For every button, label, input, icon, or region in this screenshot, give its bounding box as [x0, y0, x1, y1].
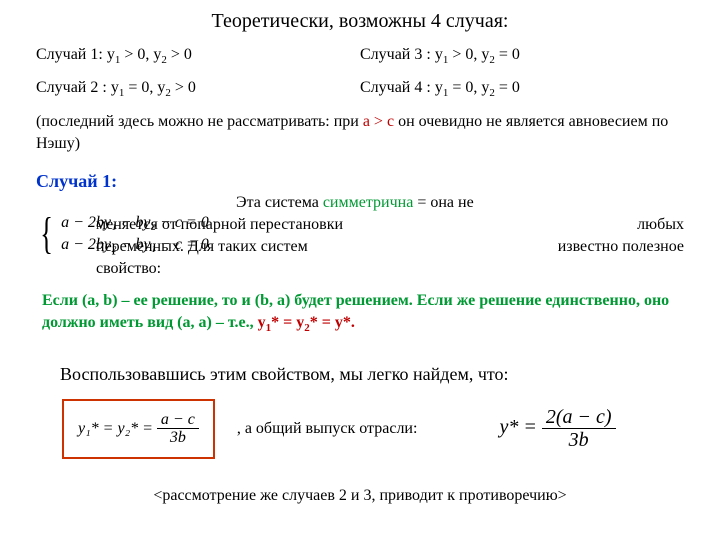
formula-mid-text: , а общий выпуск отрасли:	[237, 420, 418, 438]
symm-line1b: симметрична	[323, 194, 413, 211]
symm-line1a: Эта система	[236, 194, 323, 211]
footer-note: <рассмотрение же случаев 2 и 3, приводит…	[0, 459, 720, 505]
note-condition: a > c	[363, 113, 394, 130]
c2-mid: = 0, y	[124, 79, 165, 96]
case-1-heading: Случай 1:	[0, 155, 720, 192]
symm-line2-tail: любых	[637, 214, 684, 236]
cases-grid: Случай 1: y1 > 0, y2 > 0 Случай 2 : y1 =…	[0, 41, 720, 107]
formula-right: y* = 2(a − c) 3b	[499, 406, 615, 451]
formula1-num: a − c	[157, 411, 199, 430]
note-last-case: (последний здесь можно не рассматривать:…	[0, 107, 720, 155]
cases-col-left: Случай 1: y1 > 0, y2 > 0 Случай 2 : y1 =…	[36, 41, 360, 107]
brace-icon: {	[40, 212, 53, 256]
equation-1: a − 2by₁ − by₂ − c = 0	[61, 214, 209, 231]
c1-end: > 0	[167, 46, 192, 63]
formula2-den: 3b	[542, 429, 616, 451]
page-title: Теоретически, возможны 4 случая:	[0, 10, 720, 33]
formula1-lhs: y₁* = y₂* =	[78, 419, 157, 436]
formula-row: y₁* = y₂* = a − c 3b , а общий выпуск от…	[0, 385, 720, 459]
prop-y1: y	[258, 314, 266, 331]
prop-eq1: =	[279, 314, 296, 331]
note-pre: (последний здесь можно не рассматривать:…	[36, 113, 363, 130]
case-1-label: Случай 1:	[36, 46, 103, 63]
formula1-den: 3b	[157, 429, 199, 447]
c3-y: y	[431, 46, 443, 63]
case-4: Случай 4 : y1 = 0, y2 = 0	[360, 74, 684, 107]
symmetric-block: { a − 2by₁ − by₂ − c = 0 a − 2by₂ − by₁ …	[0, 192, 720, 280]
case-1: Случай 1: y1 > 0, y2 > 0	[36, 41, 360, 74]
equation-2: a − 2by₂ − by₁ − c = 0	[61, 236, 209, 253]
c4-y: y	[431, 79, 443, 96]
case-3: Случай 3 : y1 > 0, y2 = 0	[360, 41, 684, 74]
c2-end: > 0	[171, 79, 196, 96]
formula1-fraction: a − c 3b	[157, 411, 199, 447]
equation-system: { a − 2by₁ − by₂ − c = 0 a − 2by₂ − by₁ …	[36, 212, 209, 256]
symm-line4: свойство:	[96, 260, 161, 277]
formula2-lhs: y* =	[499, 416, 541, 438]
c3-mid: > 0, y	[448, 46, 489, 63]
c1-y: y	[103, 46, 115, 63]
property-statement: Если (a, b) – ее решение, то и (b, a) бу…	[0, 280, 720, 339]
prop-star1: *	[271, 314, 279, 331]
case-4-label: Случай 4 :	[360, 79, 431, 96]
c1-mid: > 0, y	[120, 46, 161, 63]
c3-end: = 0	[495, 46, 520, 63]
symm-line1c: = она не	[413, 194, 473, 211]
prop-star2: *	[310, 314, 318, 331]
c4-end: = 0	[495, 79, 520, 96]
prop-tail: = y*.	[318, 314, 355, 331]
c2-y: y	[107, 79, 119, 96]
case-2: Случай 2 : y1 = 0, y2 > 0	[36, 74, 360, 107]
case-2-label: Случай 2 :	[36, 79, 107, 96]
formula2-num: 2(a − c)	[542, 406, 616, 429]
symm-line3-tail: известно полезное	[558, 236, 684, 258]
use-property: Воспользовавшись этим свойством, мы легк…	[0, 340, 720, 385]
formula2-fraction: 2(a − c) 3b	[542, 406, 616, 451]
cases-col-right: Случай 3 : y1 > 0, y2 = 0 Случай 4 : y1 …	[360, 41, 684, 107]
formula-boxed: y₁* = y₂* = a − c 3b	[62, 399, 215, 459]
prop-text: Если (a, b) – ее решение, то и (b, a) бу…	[42, 292, 669, 331]
case-3-label: Случай 3 :	[360, 46, 431, 63]
equations: a − 2by₁ − by₂ − c = 0 a − 2by₂ − by₁ − …	[61, 212, 209, 256]
c4-mid: = 0, y	[448, 79, 489, 96]
